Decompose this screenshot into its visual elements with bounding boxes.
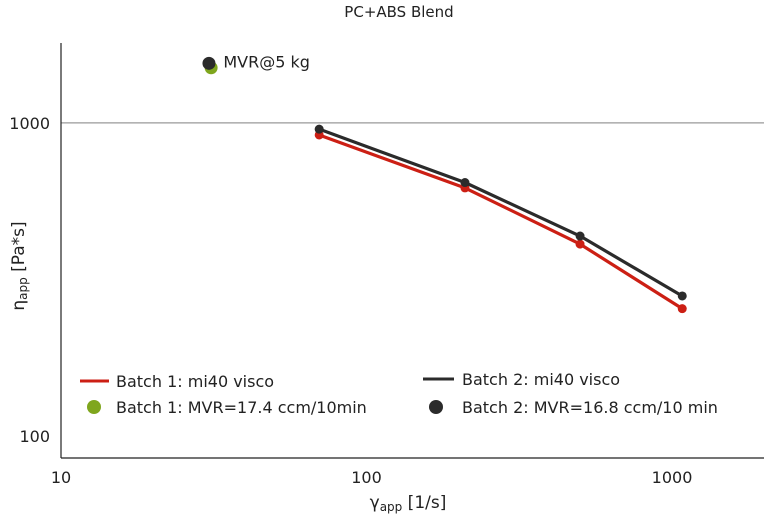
series-point-1-2 <box>575 231 585 241</box>
annotations: MVR@5 kg <box>223 53 310 72</box>
annotation-label: MVR@5 kg <box>223 53 310 72</box>
series-point-0-2 <box>575 239 585 249</box>
x-tick-label: 100 <box>351 468 382 487</box>
x-tick-label: 10 <box>51 468 71 487</box>
x-axis-label: γapp [1/s] <box>370 493 447 514</box>
series-line-0 <box>318 133 684 311</box>
x-tick-label: 1000 <box>652 468 693 487</box>
axes <box>60 43 764 459</box>
y-tick-label: 1000 <box>9 114 50 133</box>
series-line-1 <box>318 127 684 298</box>
legend-swatch-batch1-marker <box>87 400 101 414</box>
y-ticks: 100 1000 <box>9 114 50 446</box>
marker-point-3-0 <box>202 56 216 70</box>
legend: Batch 1: mi40 visco Batch 2: mi40 visco … <box>80 370 718 417</box>
chart-title: PC+ABS Blend <box>344 3 453 21</box>
legend-label-batch2-line: Batch 2: mi40 visco <box>462 370 620 389</box>
legend-label-batch1-marker: Batch 1: MVR=17.4 ccm/10min <box>116 398 367 417</box>
series-point-1-3 <box>677 291 687 301</box>
y-tick-label: 100 <box>19 427 50 446</box>
y-axis-label: ηapp [Pa*s] <box>9 221 30 310</box>
legend-swatch-batch2-marker <box>429 400 443 414</box>
series-point-1-1 <box>460 178 470 188</box>
legend-label-batch2-marker: Batch 2: MVR=16.8 ccm/10 min <box>462 398 718 417</box>
series-point-1-0 <box>314 124 324 134</box>
x-ticks: 10 100 1000 <box>51 468 693 487</box>
series-layer <box>202 56 687 314</box>
legend-label-batch1-line: Batch 1: mi40 visco <box>116 372 274 391</box>
series-point-0-3 <box>677 304 687 314</box>
